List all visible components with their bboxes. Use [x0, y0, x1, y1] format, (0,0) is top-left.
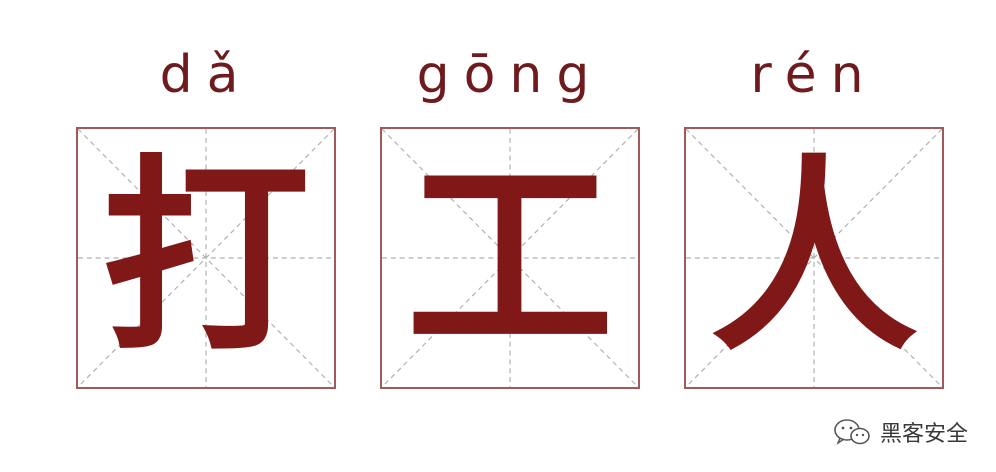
- character-grid-gong: 工: [380, 127, 640, 389]
- wechat-icon: [834, 419, 870, 445]
- watermark: 黑客安全: [832, 416, 968, 448]
- grid-guides: [686, 129, 942, 387]
- hanzi-gong: 工: [406, 136, 614, 380]
- character-grid-da: 打: [76, 127, 336, 389]
- pinyin-gong: gōng: [416, 45, 604, 105]
- character-grid-ren: 人: [684, 127, 944, 389]
- hanzi-da: 打: [102, 136, 310, 380]
- grid-guides: [382, 129, 638, 387]
- watermark-text: 黑客安全: [879, 422, 968, 447]
- grid-guides: [78, 129, 334, 387]
- pinyin-ren: rén: [750, 45, 878, 105]
- pinyin-da: dǎ: [159, 45, 253, 105]
- hanzi-ren: 人: [710, 136, 918, 380]
